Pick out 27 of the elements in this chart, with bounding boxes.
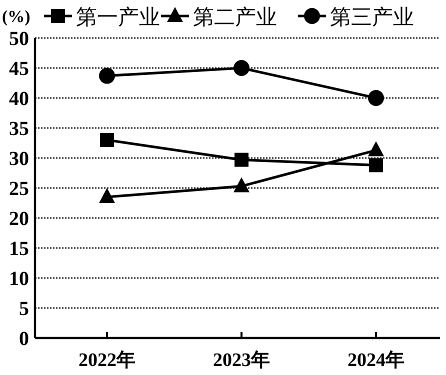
point xyxy=(369,158,383,172)
point xyxy=(100,133,114,147)
y-tick-label: 5 xyxy=(19,298,29,320)
y-axis-title: (%) xyxy=(2,7,30,26)
legend-label: 第二产业 xyxy=(193,5,277,29)
legend-label: 第一产业 xyxy=(76,5,160,29)
point xyxy=(234,152,248,167)
point xyxy=(99,188,115,203)
y-tick-label: 10 xyxy=(9,268,29,290)
y-tick-label: 15 xyxy=(9,238,29,260)
x-tick-label: 2022年 xyxy=(78,350,136,371)
y-tick-label: 0 xyxy=(19,328,29,350)
point xyxy=(99,68,115,84)
legend-label: 第三产业 xyxy=(330,5,414,29)
x-tick-label: 2024年 xyxy=(348,350,404,371)
y-tick-label: 45 xyxy=(9,58,29,80)
point xyxy=(368,90,384,106)
point xyxy=(234,177,250,192)
y-tick-label: 35 xyxy=(9,118,29,140)
y-tick-label: 20 xyxy=(9,208,29,230)
point xyxy=(234,60,250,76)
y-tick-label: 25 xyxy=(9,178,29,200)
y-tick-label: 30 xyxy=(9,148,29,170)
y-tick-label: 40 xyxy=(9,88,29,110)
point xyxy=(368,141,384,156)
y-tick-label: 50 xyxy=(9,28,29,50)
x-tick-label: 2023年 xyxy=(213,350,270,371)
